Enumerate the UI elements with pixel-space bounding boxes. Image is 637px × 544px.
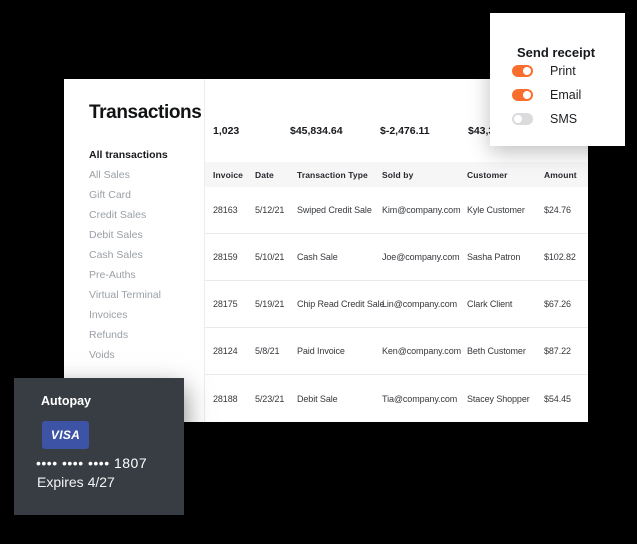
table-row[interactable]: 28175 5/19/21 Chip Read Credit Sale Lin@…	[205, 281, 588, 328]
cell-date: 5/23/21	[255, 393, 285, 404]
toggle-knob-icon	[523, 67, 531, 75]
cell-date: 5/19/21	[255, 299, 285, 309]
cell-customer: Sasha Patron	[467, 252, 521, 262]
cell-amount: $67.26	[544, 299, 571, 309]
transactions-table: 28163 5/12/21 Swiped Credit Sale Kim@com…	[205, 187, 588, 422]
col-header-customer: Customer	[467, 169, 508, 180]
summary-stats: 1,023 $45,834.64 $-2,476.11 $43,3	[205, 125, 588, 139]
toggle-label-print: Print	[550, 64, 576, 78]
cell-customer: Clark Client	[467, 299, 513, 309]
sidebar-item-gift-card[interactable]: Gift Card	[89, 189, 132, 201]
cell-date: 5/10/21	[255, 252, 285, 262]
autopay-title: Autopay	[41, 394, 91, 408]
cell-amount: $102.82	[544, 252, 576, 262]
page-title: Transactions	[89, 102, 202, 123]
toggle-row-sms: SMS	[512, 107, 621, 131]
stat-refunds-total: $-2,476.11	[380, 125, 430, 137]
toggle-label-sms: SMS	[550, 112, 578, 126]
stat-transaction-count: 1,023	[213, 125, 240, 137]
cell-sold-by: Ken@company.com	[382, 346, 462, 356]
table-row[interactable]: 28124 5/8/21 Paid Invoice Ken@company.co…	[205, 328, 588, 375]
stat-net-total: $43,3	[468, 125, 495, 137]
toggle-knob-icon	[523, 91, 531, 99]
cell-invoice: 28175	[213, 299, 238, 309]
sidebar-item-all-transactions[interactable]: All transactions	[89, 149, 168, 161]
cell-date: 5/12/21	[255, 205, 285, 215]
print-toggle[interactable]	[512, 65, 533, 77]
cell-sold-by: Kim@company.com	[382, 205, 461, 215]
transactions-content: 1,023 $45,834.64 $-2,476.11 $43,3 Invoic…	[205, 79, 588, 422]
cell-sold-by: Lin@company.com	[382, 299, 458, 309]
email-toggle[interactable]	[512, 89, 533, 101]
table-header: Invoice Date Transaction Type Sold by Cu…	[205, 162, 588, 187]
toggle-label-email: Email	[550, 88, 582, 102]
stat-gross-sales: $45,834.64	[290, 125, 343, 137]
cell-transaction-type: Paid Invoice	[297, 346, 345, 356]
table-row[interactable]: 28163 5/12/21 Swiped Credit Sale Kim@com…	[205, 187, 588, 234]
sidebar-item-cash-sales[interactable]: Cash Sales	[89, 249, 143, 261]
toggle-row-print: Print	[512, 59, 621, 83]
cell-sold-by: Tia@company.com	[382, 393, 458, 404]
visa-logo-icon: VISA	[42, 421, 89, 449]
send-receipt-card: Send receipt Print Email SMS	[490, 13, 625, 146]
cell-invoice: 28124	[213, 346, 238, 356]
sidebar-item-virtual-terminal[interactable]: Virtual Terminal	[89, 289, 161, 301]
table-row[interactable]: 28188 5/23/21 Debit Sale Tia@company.com…	[205, 375, 588, 422]
sidebar: Transactions All transactions All Sales …	[64, 79, 205, 422]
cell-transaction-type: Debit Sale	[297, 393, 338, 404]
cell-amount: $24.76	[544, 205, 571, 215]
col-header-amount: Amount	[544, 169, 577, 180]
send-receipt-title: Send receipt	[517, 45, 596, 60]
toggle-row-email: Email	[512, 83, 621, 107]
cell-sold-by: Joe@company.com	[382, 252, 460, 262]
table-row[interactable]: 28159 5/10/21 Cash Sale Joe@company.com …	[205, 234, 588, 281]
cell-customer: Kyle Customer	[467, 205, 525, 215]
receipt-toggle-list: Print Email SMS	[512, 59, 621, 131]
cell-amount: $54.45	[544, 393, 571, 404]
cell-invoice: 28159	[213, 252, 238, 262]
cell-amount: $87.22	[544, 346, 571, 356]
sidebar-nav: All transactions All Sales Gift Card Cre…	[89, 145, 196, 365]
col-header-transaction-type: Transaction Type	[297, 169, 368, 180]
card-number-masked: •••• •••• •••• 1807	[36, 455, 148, 471]
sidebar-item-pre-auths[interactable]: Pre-Auths	[89, 269, 136, 281]
sidebar-item-all-sales[interactable]: All Sales	[89, 169, 130, 181]
toggle-knob-icon	[514, 115, 522, 123]
col-header-sold-by: Sold by	[382, 169, 414, 180]
cell-customer: Beth Customer	[467, 346, 526, 356]
col-header-date: Date	[255, 169, 274, 180]
cell-invoice: 28163	[213, 205, 238, 215]
cell-transaction-type: Cash Sale	[297, 252, 338, 262]
visa-logo-text: VISA	[50, 428, 81, 442]
col-header-invoice: Invoice	[213, 169, 243, 180]
cell-transaction-type: Swiped Credit Sale	[297, 205, 372, 215]
cell-customer: Stacey Shopper	[467, 393, 530, 404]
sidebar-item-refunds[interactable]: Refunds	[89, 329, 129, 341]
card-expiry: Expires 4/27	[37, 474, 115, 490]
sidebar-item-voids[interactable]: Voids	[89, 349, 115, 361]
sms-toggle[interactable]	[512, 113, 533, 125]
sidebar-item-credit-sales[interactable]: Credit Sales	[89, 209, 147, 221]
cell-invoice: 28188	[213, 393, 238, 404]
autopay-card: Autopay VISA •••• •••• •••• 1807 Expires…	[14, 378, 184, 515]
sidebar-item-invoices[interactable]: Invoices	[89, 309, 128, 321]
cell-transaction-type: Chip Read Credit Sale	[297, 299, 385, 309]
sidebar-item-debit-sales[interactable]: Debit Sales	[89, 229, 143, 241]
cell-date: 5/8/21	[255, 346, 280, 356]
